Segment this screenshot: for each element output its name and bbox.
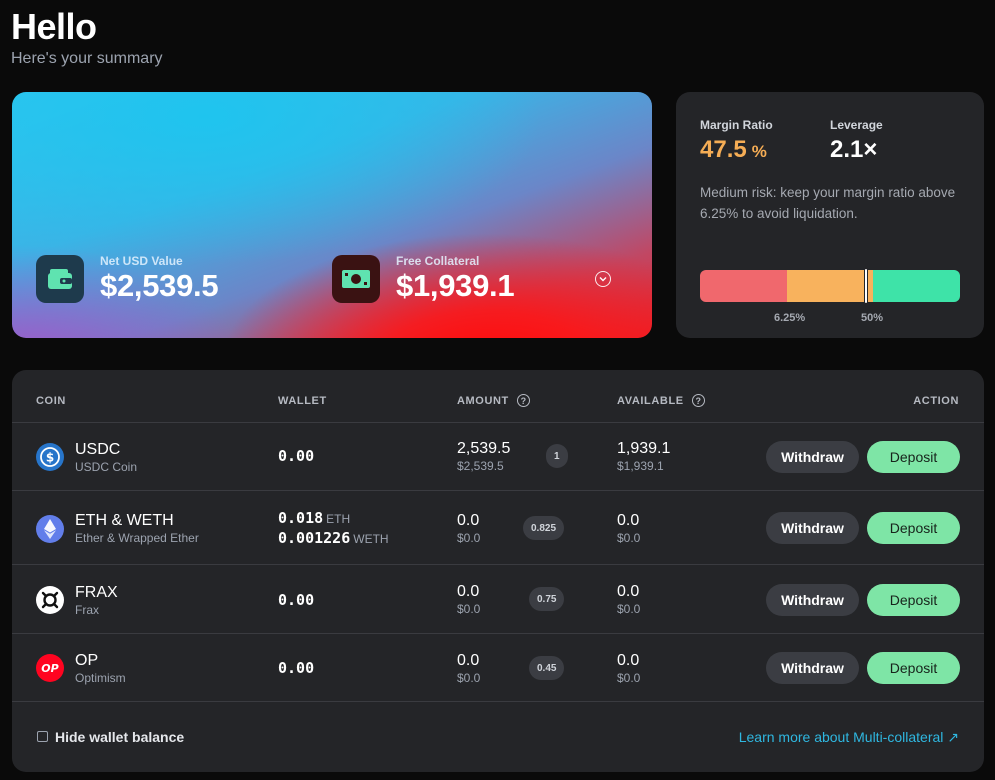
risk-tick-low: 6.25% [774,312,806,324]
available-value: 1,939.1 [617,440,671,457]
column-available: AVAILABLE? [617,394,705,407]
available-usd: $1,939.1 [617,459,664,473]
withdraw-button[interactable]: Withdraw [766,652,859,684]
wallet-balance: 0.00 [278,591,315,609]
help-icon[interactable]: ? [691,394,705,407]
net-usd-value: $2,539.5 [100,268,219,303]
amount-value: 2,539.5 [457,440,511,457]
collateral-weight-badge: 0.75 [529,587,565,611]
eth-icon [36,515,64,543]
svg-text:$: $ [46,451,54,465]
available-value: 0.0 [617,652,640,669]
risk-segment-medium [787,270,873,302]
table-row: $ USDC USDC Coin 0.00 2,539.5 $2,539.5 1… [12,423,984,491]
collateral-weight-badge: 0.825 [523,516,565,540]
leverage-label: Leverage [830,118,883,132]
wallet-balance-weth: 0.001226 WETH [278,529,389,547]
amount-value: 0.0 [457,583,480,600]
wallet-icon [36,255,84,303]
deposit-button[interactable]: Deposit [867,584,960,616]
hide-wallet-checkbox[interactable] [37,731,48,742]
net-usd-stat: Net USD Value $2,539.5 [36,254,219,304]
column-wallet: WALLET [278,395,327,407]
frax-icon [36,586,64,614]
table-footer: Hide wallet balance Learn more about Mul… [12,702,984,772]
available-usd: $0.0 [617,671,641,685]
coin-name: OP [75,652,99,669]
table-header: COIN WALLET AMOUNT? AVAILABLE? ACTION [12,370,984,423]
table-row: FRAX Frax 0.00 0.0 $0.0 0.75 0.0 $0.0 Wi… [12,565,984,634]
free-collateral-label: Free Collateral [396,254,480,268]
amount-value: 0.0 [457,512,480,529]
available-value: 0.0 [617,512,640,529]
collateral-weight-badge: 1 [546,444,568,468]
risk-segment-high [700,270,787,302]
table-row: ETH & WETH Ether & Wrapped Ether 0.018 ET… [12,491,984,565]
amount-value: 0.0 [457,652,480,669]
coin-subtitle: USDC Coin [75,460,138,474]
svg-text:OP: OP [41,662,58,675]
wallet-balance-eth: 0.018 ETH [278,509,351,527]
amount-usd: $0.0 [457,602,481,616]
coin-name: USDC [75,441,121,458]
available-usd: $0.0 [617,531,641,545]
cash-icon [332,255,380,303]
column-coin: COIN [36,395,66,407]
margin-ratio-marker [864,268,868,304]
free-collateral-value: $1,939.1 [396,268,515,303]
deposit-button[interactable]: Deposit [867,512,960,544]
available-value: 0.0 [617,583,640,600]
column-action: ACTION [913,395,959,407]
withdraw-button[interactable]: Withdraw [766,441,859,473]
wallet-balance: 0.00 [278,447,315,465]
hide-wallet-label[interactable]: Hide wallet balance [55,729,185,745]
amount-usd: $2,539.5 [457,459,504,473]
net-usd-label: Net USD Value [100,254,183,268]
collateral-weight-badge: 0.45 [529,656,565,680]
leverage-value: 2.1× [830,136,878,163]
margin-ratio-value: 47.5% [700,136,767,163]
chevron-down-icon[interactable] [595,271,611,287]
collateral-table: COIN WALLET AMOUNT? AVAILABLE? ACTION $ … [12,370,984,772]
leverage: Leverage 2.1× [830,118,883,164]
withdraw-button[interactable]: Withdraw [766,512,859,544]
op-icon: OP [36,654,64,682]
coin-name: ETH & WETH [75,512,174,529]
margin-ratio-bar [700,270,960,302]
margin-ratio-label: Margin Ratio [700,118,773,132]
greeting: Hello Here's your summary [11,6,163,68]
margin-ratio: Margin Ratio 47.5% [700,118,773,164]
risk-segment-low [873,270,960,302]
amount-usd: $0.0 [457,671,481,685]
deposit-button[interactable]: Deposit [867,652,960,684]
available-usd: $0.0 [617,602,641,616]
coin-subtitle: Ether & Wrapped Ether [75,531,199,545]
coin-subtitle: Optimism [75,671,126,685]
risk-description: Medium risk: keep your margin ratio abov… [700,185,956,221]
coin-subtitle: Frax [75,603,99,617]
free-collateral-stat: Free Collateral $1,939.1 [332,254,515,304]
deposit-button[interactable]: Deposit [867,441,960,473]
coin-name: FRAX [75,584,118,601]
amount-usd: $0.0 [457,531,481,545]
risk-card: Margin Ratio 47.5% Leverage 2.1× Medium … [676,92,984,338]
help-icon[interactable]: ? [516,394,530,407]
column-amount: AMOUNT? [457,394,530,407]
page-title: Hello [11,6,97,47]
summary-card: Net USD Value $2,539.5 Free Collateral $… [12,92,652,338]
risk-tick-high: 50% [861,312,884,324]
learn-more-link[interactable]: Learn more about Multi-collateral ↗ [738,729,959,745]
wallet-balance: 0.00 [278,659,315,677]
table-row: OP OP Optimism 0.00 0.0 $0.0 0.45 0.0 $0… [12,634,984,702]
withdraw-button[interactable]: Withdraw [766,584,859,616]
usdc-icon: $ [36,443,64,471]
page-subtitle: Here's your summary [11,50,163,67]
